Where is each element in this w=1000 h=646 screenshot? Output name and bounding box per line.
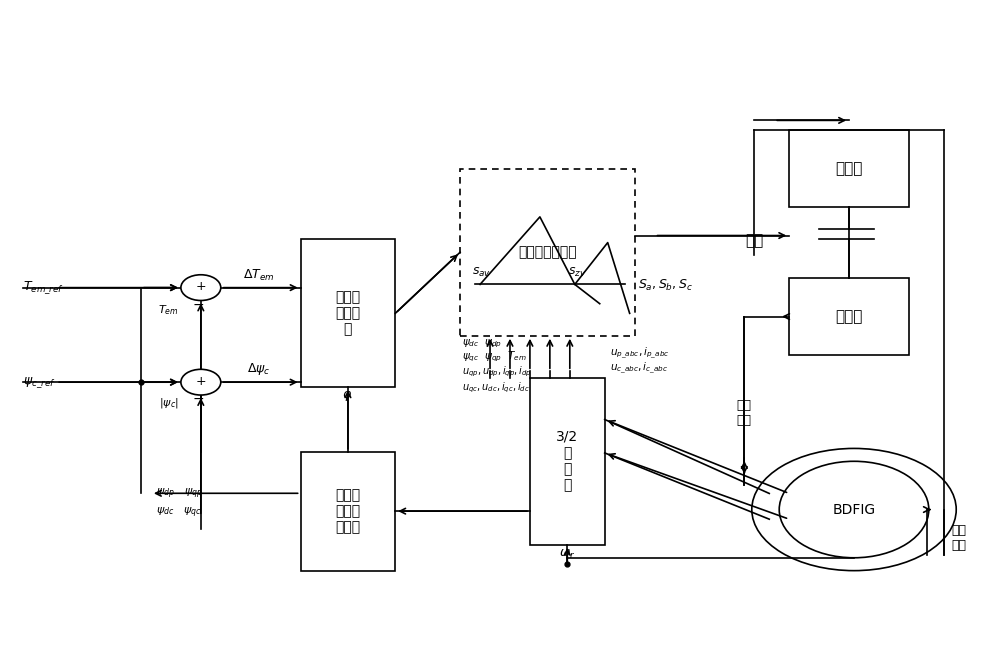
FancyBboxPatch shape: [789, 278, 909, 355]
Text: $u_{p\_abc},i_{p\_abc}$: $u_{p\_abc},i_{p\_abc}$: [610, 346, 669, 361]
Text: $+$: $+$: [195, 375, 206, 388]
Text: 功率
绕组: 功率 绕组: [951, 525, 966, 552]
Text: $-$: $-$: [192, 297, 204, 311]
Text: $u_{qp},u_{dp},i_{qp},i_{dp}$: $u_{qp},u_{dp},i_{qp},i_{dp}$: [462, 365, 532, 379]
FancyBboxPatch shape: [460, 169, 635, 336]
Text: $|\psi_c|$: $|\psi_c|$: [159, 397, 179, 410]
Text: $\psi_{qc}$  $\psi_{qp}$  $T_{em}$: $\psi_{qc}$ $\psi_{qp}$ $T_{em}$: [462, 350, 527, 364]
Text: 逆变器: 逆变器: [835, 309, 863, 324]
Text: $\varphi$: $\varphi$: [342, 390, 352, 403]
Text: $s_{av}$: $s_{av}$: [472, 266, 491, 279]
Text: 3/2
变
换
器: 3/2 变 换 器: [556, 430, 578, 493]
Text: $\psi_{dp}$   $\psi_{qp}$: $\psi_{dp}$ $\psi_{qp}$: [156, 486, 203, 501]
Text: $\psi_{dc}$  $\psi_{dp}$: $\psi_{dc}$ $\psi_{dp}$: [462, 337, 502, 349]
Text: $\omega_r$: $\omega_r$: [559, 548, 575, 561]
Text: $\psi_{dc}$   $\psi_{qc}$: $\psi_{dc}$ $\psi_{qc}$: [156, 506, 202, 520]
Text: $\Delta \psi_c$: $\Delta \psi_c$: [247, 361, 270, 377]
Text: 磁链观
测、转
矩观测: 磁链观 测、转 矩观测: [335, 488, 360, 534]
Text: $\Delta T_{em}$: $\Delta T_{em}$: [243, 268, 274, 283]
Text: 控制
绕组: 控制 绕组: [737, 399, 752, 427]
Text: $-$: $-$: [192, 391, 204, 404]
FancyBboxPatch shape: [789, 130, 909, 207]
Text: 直接转
矩控制
器: 直接转 矩控制 器: [335, 290, 360, 337]
Text: 电网: 电网: [745, 233, 763, 248]
FancyBboxPatch shape: [530, 378, 605, 545]
Text: $s_{zv}$: $s_{zv}$: [568, 266, 586, 279]
Text: $T_{em}$: $T_{em}$: [158, 303, 179, 317]
Text: $+$: $+$: [195, 280, 206, 293]
Text: $u_{qc},u_{dc},i_{qc},i_{dc}$: $u_{qc},u_{dc},i_{qc},i_{dc}$: [462, 380, 530, 395]
Text: $T_{em\_ref}$: $T_{em\_ref}$: [23, 279, 64, 296]
Text: BDFIG: BDFIG: [832, 503, 876, 517]
FancyBboxPatch shape: [301, 240, 395, 388]
Ellipse shape: [779, 461, 929, 557]
Text: $S_a,S_b,S_c$: $S_a,S_b,S_c$: [638, 278, 693, 293]
Text: $u_{c\_abc},i_{c\_abc}$: $u_{c\_abc},i_{c\_abc}$: [610, 360, 668, 375]
Text: $\psi_{c\_ref}$: $\psi_{c\_ref}$: [23, 375, 56, 390]
FancyBboxPatch shape: [301, 452, 395, 570]
Circle shape: [181, 275, 221, 300]
Text: 转矩脉动最小化: 转矩脉动最小化: [518, 245, 577, 259]
Text: 整流器: 整流器: [835, 161, 863, 176]
Circle shape: [181, 370, 221, 395]
